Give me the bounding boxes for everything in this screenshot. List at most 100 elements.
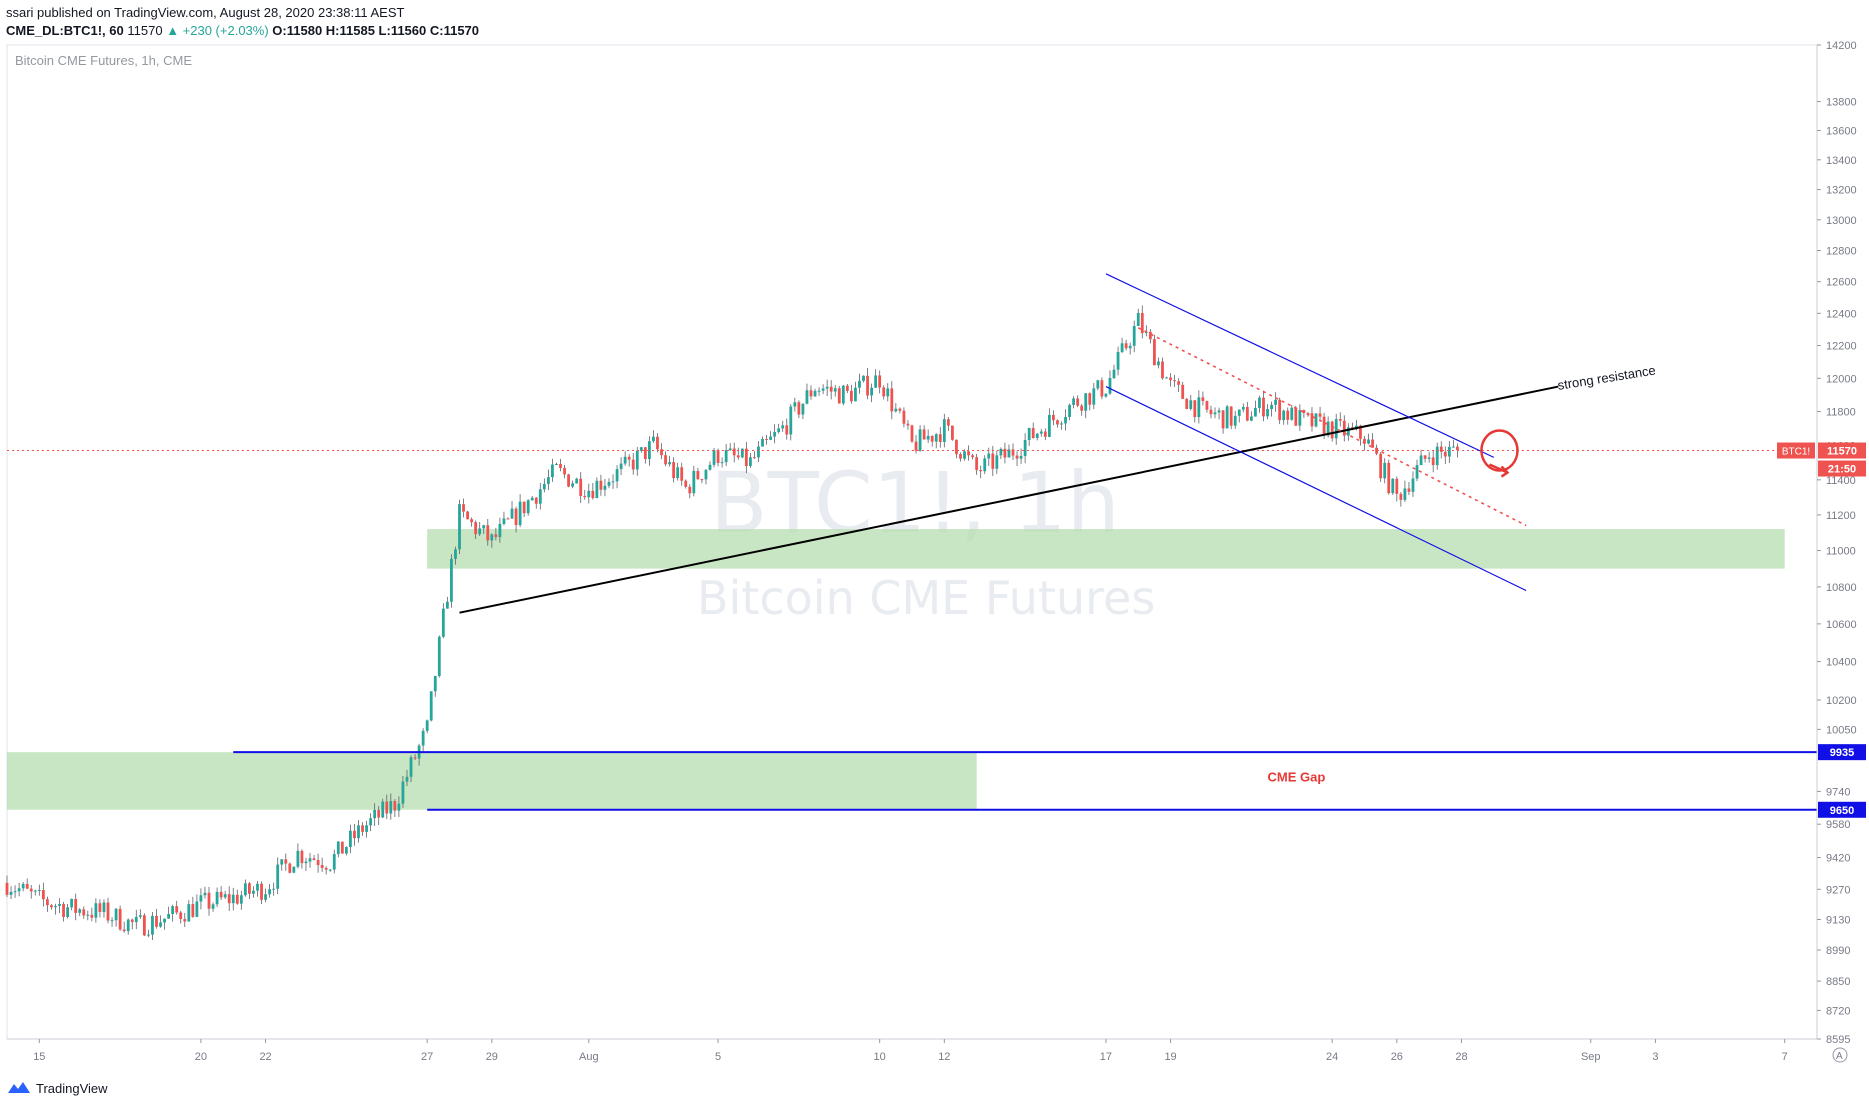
candle-body	[696, 470, 700, 480]
candle-body	[1132, 326, 1136, 346]
candle	[914, 434, 918, 454]
candle	[207, 887, 211, 916]
candle	[619, 457, 623, 476]
candle	[1148, 328, 1152, 344]
price-tick-label: 10200	[1826, 695, 1857, 707]
candle-body	[1338, 419, 1342, 421]
candle-body	[102, 902, 106, 913]
candle	[664, 451, 667, 467]
time-tick-label: 7	[1782, 1051, 1788, 1063]
candle-body	[393, 801, 397, 811]
candle-body	[450, 558, 453, 602]
candle-body	[183, 919, 187, 922]
candle-body	[458, 504, 461, 550]
candle	[1229, 406, 1233, 430]
candle	[518, 494, 522, 528]
candle-body	[155, 915, 158, 927]
price-tick-label: 13200	[1826, 185, 1857, 197]
trendline-2[interactable]	[1105, 386, 1527, 592]
candle-body	[134, 916, 138, 923]
candle	[1120, 337, 1124, 354]
candle-body	[163, 918, 166, 923]
candle	[1072, 396, 1076, 409]
candle-body	[1177, 381, 1181, 385]
candle-body	[777, 428, 781, 432]
candle-body	[17, 888, 21, 892]
candle	[1391, 478, 1395, 495]
candle	[1415, 459, 1419, 482]
candle-body	[854, 387, 857, 402]
candle	[1157, 357, 1160, 369]
candle	[611, 474, 615, 489]
candle	[272, 882, 276, 896]
candle	[854, 381, 857, 402]
candle	[1140, 305, 1144, 339]
candle	[595, 477, 599, 499]
candle	[930, 435, 934, 447]
candle	[926, 429, 930, 443]
candle-body	[918, 429, 922, 451]
price-axis[interactable]: 14200 13800 13600 13400 13200 13000 12800 12600…	[1817, 40, 1857, 1046]
candle-body	[381, 801, 385, 818]
candle-body	[995, 455, 999, 469]
candle-body	[611, 481, 615, 483]
candle-body	[591, 490, 595, 498]
candle	[151, 912, 154, 941]
candle	[1084, 392, 1088, 419]
candle	[1165, 376, 1168, 379]
candle-body	[1419, 455, 1423, 466]
candle	[122, 921, 126, 933]
candle-body	[280, 859, 284, 865]
candle	[195, 894, 199, 918]
candle-body	[462, 504, 465, 512]
candle	[1318, 406, 1322, 422]
candle	[647, 436, 651, 466]
candle-body	[1375, 447, 1379, 454]
time-axis[interactable]: 15 20 22 27 29 Aug 5 10 12 17 19 24 26 28 Sep 3 7	[33, 1039, 1788, 1063]
price-tick-label: 12400	[1826, 308, 1857, 320]
candle	[668, 455, 671, 467]
candle-body	[1342, 420, 1346, 436]
candle-body	[551, 464, 554, 478]
candle	[82, 906, 86, 919]
candle	[1439, 441, 1443, 459]
candle	[1443, 446, 1447, 464]
candle	[635, 447, 639, 476]
candle	[1237, 409, 1241, 423]
candle-body	[142, 915, 146, 936]
candle-body	[1233, 415, 1237, 426]
candle-body	[781, 425, 785, 429]
candle	[534, 496, 538, 509]
candle	[58, 898, 61, 913]
candle-body	[1399, 493, 1403, 500]
candle-body	[1427, 457, 1431, 459]
candle	[171, 904, 175, 922]
candle-body	[1318, 413, 1322, 417]
candle	[902, 407, 906, 428]
candle-body	[490, 534, 494, 541]
trendline-0[interactable]	[459, 385, 1559, 614]
candle-body	[724, 450, 728, 463]
candle	[643, 447, 647, 464]
candle-body	[975, 457, 979, 471]
candle-body	[41, 889, 45, 900]
candle	[50, 904, 53, 910]
candle	[296, 843, 300, 869]
candle-body	[506, 518, 510, 520]
candle	[773, 424, 777, 444]
price-tick-label: 11800	[1826, 407, 1856, 419]
trendline-3[interactable]	[1137, 327, 1527, 527]
candle-body	[510, 508, 514, 519]
candle	[1334, 413, 1338, 445]
candle	[21, 882, 25, 892]
candle	[1435, 442, 1439, 470]
candle	[1112, 364, 1116, 380]
candle-body	[336, 841, 340, 855]
scale-settings-icon[interactable]: A	[1832, 1047, 1848, 1063]
candle	[672, 457, 676, 483]
trendline-1[interactable]	[1105, 273, 1495, 458]
candle	[288, 862, 292, 874]
candle-body	[1225, 406, 1229, 429]
candle	[1116, 346, 1120, 376]
